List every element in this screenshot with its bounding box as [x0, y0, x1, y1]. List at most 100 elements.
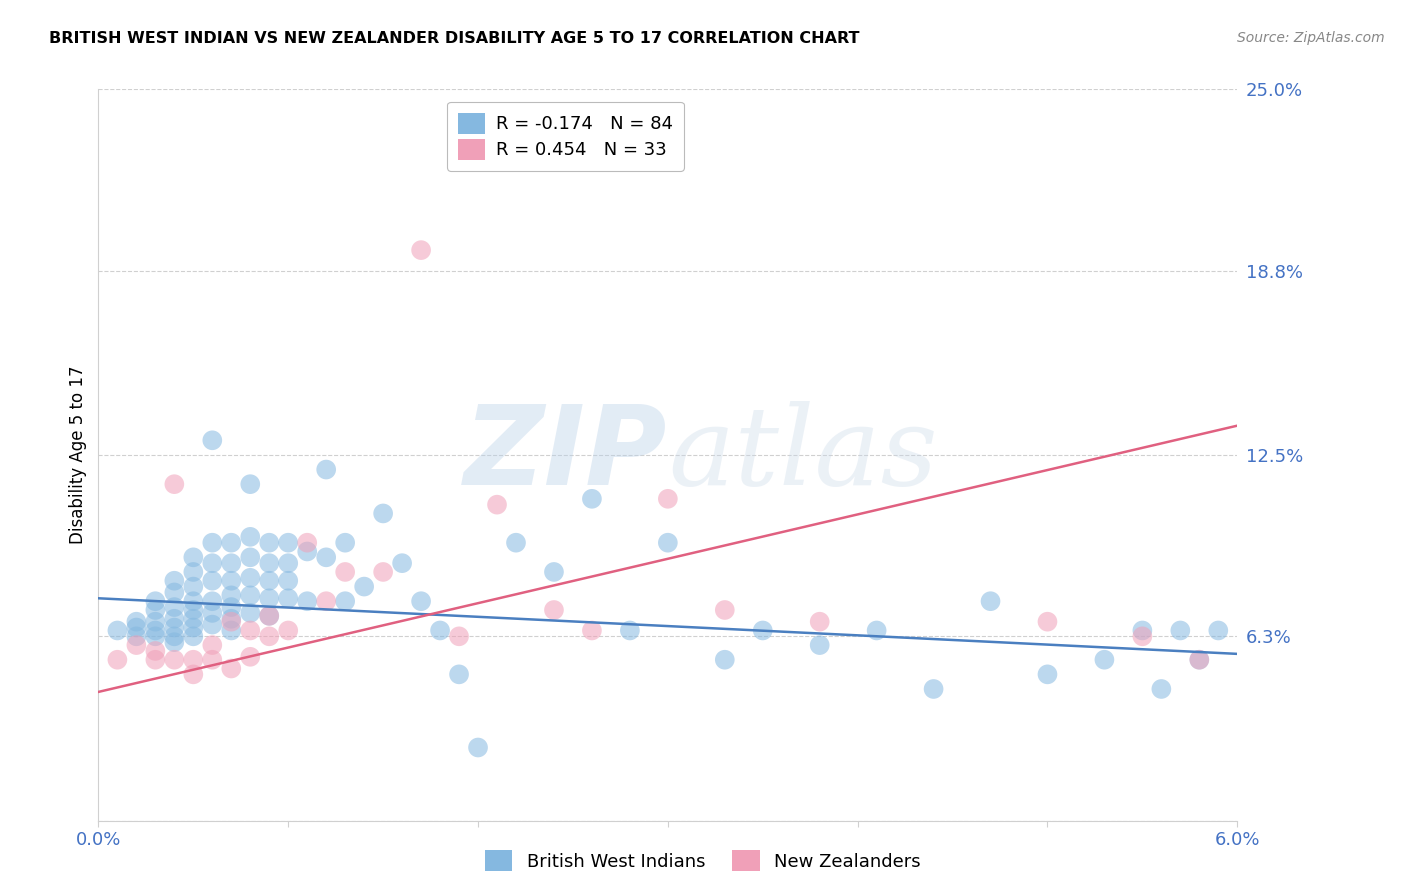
Point — [145, 615, 167, 629]
Text: BRITISH WEST INDIAN VS NEW ZEALANDER DISABILITY AGE 5 TO 17 CORRELATION CHART: BRITISH WEST INDIAN VS NEW ZEALANDER DIS… — [49, 31, 859, 46]
Point — [581, 624, 603, 638]
Point — [201, 638, 224, 652]
Point — [163, 600, 186, 615]
Point — [752, 624, 775, 638]
Point — [183, 580, 205, 594]
Point — [619, 624, 641, 638]
Text: atlas: atlas — [668, 401, 938, 508]
Point — [239, 530, 262, 544]
Point — [183, 621, 205, 635]
Point — [391, 556, 413, 570]
Point — [1150, 681, 1173, 696]
Point — [201, 617, 224, 632]
Point — [239, 606, 262, 620]
Point — [145, 653, 167, 667]
Legend: British West Indians, New Zealanders: British West Indians, New Zealanders — [478, 843, 928, 879]
Point — [221, 661, 243, 675]
Point — [467, 740, 489, 755]
Point — [411, 594, 433, 608]
Point — [1094, 653, 1116, 667]
Point — [183, 667, 205, 681]
Point — [201, 574, 224, 588]
Point — [163, 477, 186, 491]
Point — [163, 574, 186, 588]
Point — [371, 507, 394, 521]
Point — [277, 556, 299, 570]
Point — [145, 624, 167, 638]
Point — [297, 544, 319, 558]
Point — [297, 535, 319, 549]
Point — [107, 624, 129, 638]
Point — [259, 608, 281, 623]
Point — [125, 638, 148, 652]
Point — [239, 649, 262, 664]
Point — [808, 638, 831, 652]
Point — [486, 498, 509, 512]
Point — [277, 624, 299, 638]
Point — [371, 565, 394, 579]
Point — [1208, 624, 1230, 638]
Point — [239, 477, 262, 491]
Point — [315, 550, 337, 565]
Point — [335, 535, 357, 549]
Point — [1036, 667, 1059, 681]
Point — [183, 612, 205, 626]
Point — [221, 600, 243, 615]
Point — [239, 624, 262, 638]
Point — [657, 535, 679, 549]
Point — [163, 621, 186, 635]
Point — [221, 574, 243, 588]
Point — [581, 491, 603, 506]
Point — [277, 535, 299, 549]
Point — [239, 571, 262, 585]
Point — [125, 629, 148, 643]
Legend: R = -0.174   N = 84, R = 0.454   N = 33: R = -0.174 N = 84, R = 0.454 N = 33 — [447, 102, 683, 170]
Y-axis label: Disability Age 5 to 17: Disability Age 5 to 17 — [69, 366, 87, 544]
Point — [221, 535, 243, 549]
Point — [125, 615, 148, 629]
Point — [107, 653, 129, 667]
Point — [1170, 624, 1192, 638]
Point — [808, 615, 831, 629]
Point — [259, 629, 281, 643]
Point — [183, 629, 205, 643]
Point — [183, 653, 205, 667]
Point — [259, 591, 281, 606]
Point — [163, 585, 186, 599]
Point — [980, 594, 1002, 608]
Point — [543, 603, 565, 617]
Point — [411, 243, 433, 257]
Point — [259, 574, 281, 588]
Point — [449, 667, 471, 681]
Point — [183, 550, 205, 565]
Point — [163, 635, 186, 649]
Point — [619, 112, 641, 126]
Point — [1132, 629, 1154, 643]
Point — [259, 535, 281, 549]
Point — [239, 550, 262, 565]
Point — [183, 565, 205, 579]
Point — [145, 594, 167, 608]
Point — [1132, 624, 1154, 638]
Point — [145, 644, 167, 658]
Point — [201, 556, 224, 570]
Text: ZIP: ZIP — [464, 401, 668, 508]
Point — [505, 535, 527, 549]
Point — [277, 574, 299, 588]
Point — [145, 603, 167, 617]
Point — [714, 653, 737, 667]
Point — [221, 615, 243, 629]
Point — [449, 629, 471, 643]
Point — [259, 556, 281, 570]
Text: Source: ZipAtlas.com: Source: ZipAtlas.com — [1237, 31, 1385, 45]
Point — [315, 594, 337, 608]
Point — [543, 565, 565, 579]
Point — [657, 491, 679, 506]
Point — [297, 594, 319, 608]
Point — [201, 594, 224, 608]
Point — [221, 588, 243, 602]
Point — [201, 434, 224, 448]
Point — [201, 535, 224, 549]
Point — [1036, 615, 1059, 629]
Point — [714, 603, 737, 617]
